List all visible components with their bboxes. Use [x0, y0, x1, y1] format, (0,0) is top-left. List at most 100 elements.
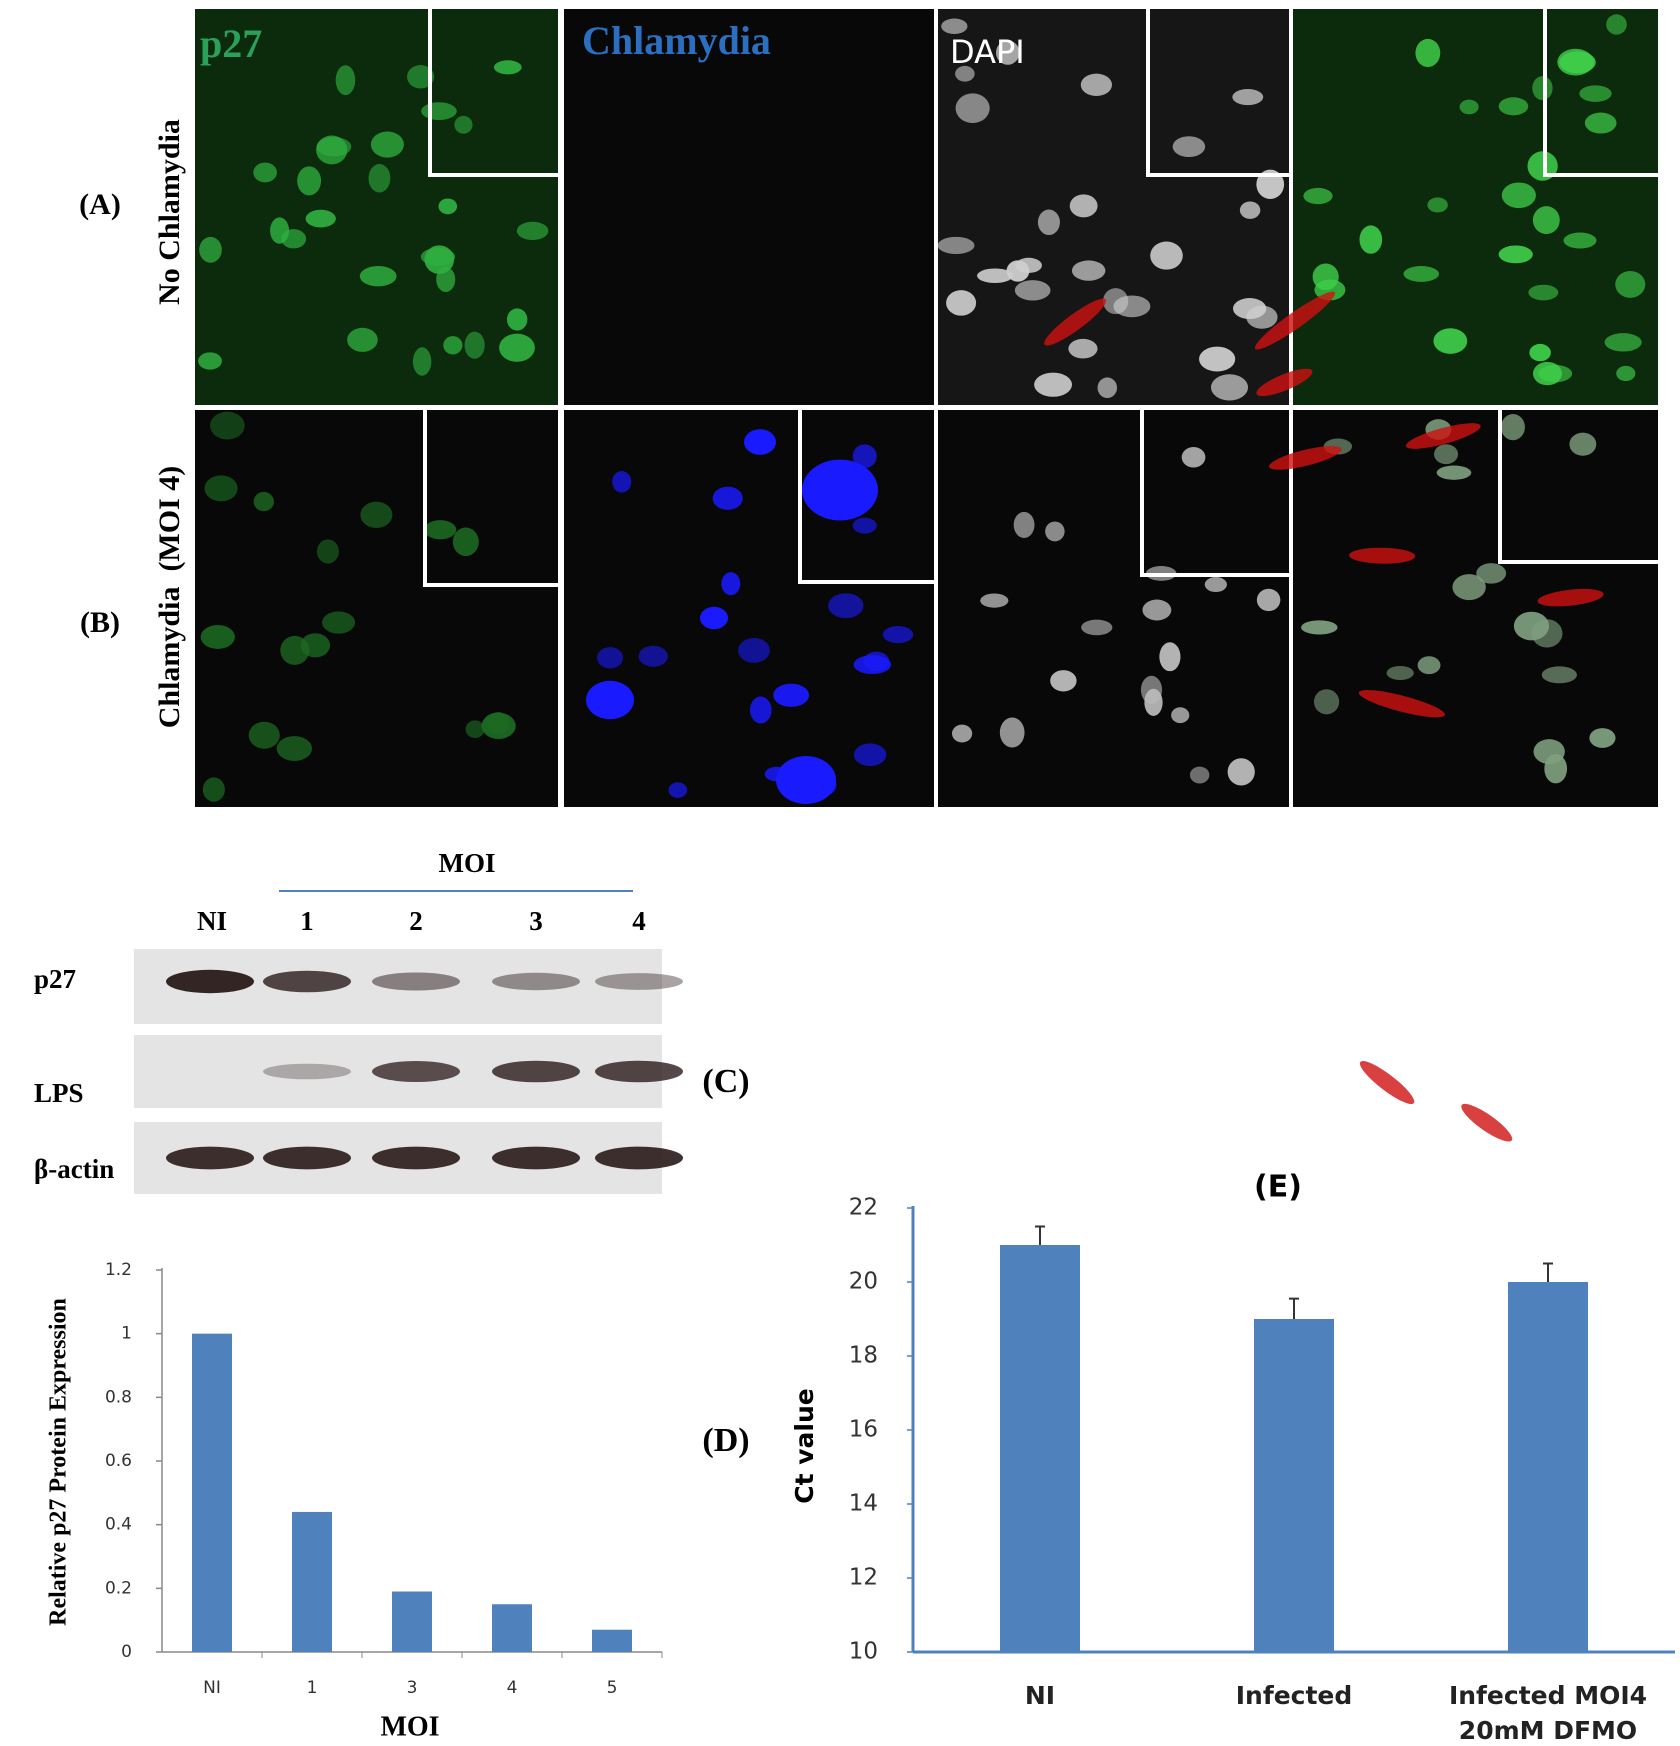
- nucleus: [882, 625, 914, 644]
- nucleus: [335, 65, 356, 96]
- nucleus: [1476, 563, 1507, 584]
- filament: [1349, 547, 1416, 564]
- nucleus: [668, 782, 688, 798]
- lane-label: 1: [300, 906, 314, 936]
- nucleus: [1256, 169, 1285, 199]
- blot-row-label: LPS: [34, 1078, 84, 1108]
- panel-label: (D): [702, 1422, 749, 1459]
- panel-label: (B): [80, 606, 120, 639]
- x-tick-label: NI: [1024, 1681, 1056, 1710]
- nucleus: [980, 593, 1009, 608]
- blot-band: [492, 1060, 580, 1083]
- nucleus: [1034, 372, 1073, 397]
- nucleus: [1037, 209, 1060, 236]
- nucleus: [1544, 754, 1568, 784]
- nucleus: [204, 475, 238, 502]
- nucleus: [438, 198, 458, 215]
- nucleus: [407, 65, 435, 89]
- micrograph: [564, 9, 934, 405]
- nucleus: [1615, 270, 1646, 298]
- inclusion: [586, 680, 634, 720]
- nucleus: [1528, 284, 1559, 301]
- nucleus: [198, 352, 222, 370]
- nucleus: [1210, 374, 1249, 401]
- nucleus: [305, 209, 336, 228]
- nucleus: [1452, 574, 1486, 601]
- y-tick-label: 22: [849, 1195, 878, 1221]
- nucleus: [1303, 187, 1333, 205]
- nucleus: [1301, 620, 1338, 635]
- inclusion: [700, 606, 728, 630]
- y-tick-label: 16: [849, 1417, 878, 1443]
- nucleus: [253, 491, 274, 512]
- nucleus: [1050, 670, 1077, 692]
- nucleus: [1436, 465, 1472, 480]
- nucleus: [1498, 97, 1529, 116]
- nucleus: [853, 743, 887, 767]
- blot-band: [595, 1146, 683, 1170]
- nucleus: [412, 347, 432, 376]
- nucleus: [1359, 225, 1383, 254]
- y-tick-label: 1.2: [105, 1260, 132, 1280]
- nucleus: [1014, 280, 1051, 301]
- blot-group-label: MOI: [439, 848, 496, 878]
- nucleus: [996, 40, 1020, 65]
- nucleus: [1103, 288, 1129, 315]
- nucleus: [1071, 260, 1106, 281]
- blot-row-label: β-actin: [34, 1154, 114, 1184]
- blot-band: [263, 1146, 351, 1170]
- bar: [392, 1591, 432, 1652]
- nucleus: [210, 411, 245, 440]
- nucleus: [1181, 447, 1206, 468]
- y-tick-label: 18: [849, 1343, 878, 1369]
- nucleus: [297, 166, 322, 196]
- inclusion: [776, 756, 836, 804]
- nucleus: [506, 308, 528, 331]
- x-tick-label: Infected MOI4 20mM DFMO: [1448, 1681, 1648, 1745]
- nucleus: [1142, 599, 1172, 621]
- blot-band: [492, 1146, 580, 1170]
- nucleus: [465, 720, 485, 739]
- filament: [1358, 690, 1445, 718]
- nucleus: [1417, 656, 1441, 675]
- x-tick-label: 5: [607, 1678, 618, 1698]
- nucleus: [1313, 689, 1340, 715]
- blot-band: [372, 972, 460, 991]
- blot-band: [595, 973, 683, 990]
- nucleus: [1006, 260, 1030, 282]
- nucleus: [1189, 766, 1210, 784]
- nucleus: [946, 290, 977, 316]
- nucleus: [1569, 432, 1597, 456]
- nucleus: [1097, 377, 1118, 399]
- nucleus: [1239, 201, 1261, 219]
- nucleus: [360, 501, 393, 529]
- micrograph: [938, 410, 1289, 807]
- nucleus: [1246, 305, 1278, 329]
- nucleus: [1427, 197, 1448, 213]
- nucleus: [1386, 665, 1414, 681]
- nucleus: [852, 517, 877, 534]
- filament: [1405, 423, 1481, 449]
- nucleus: [1529, 343, 1551, 362]
- nucleus: [1541, 666, 1577, 684]
- blot-band: [263, 1063, 351, 1080]
- nucleus: [738, 637, 770, 663]
- nucleus: [1563, 232, 1597, 249]
- y-tick-label: 1: [121, 1324, 132, 1344]
- y-tick-label: 14: [849, 1491, 878, 1517]
- nucleus: [347, 327, 378, 352]
- row-label: Chlamydia (MOI 4): [153, 466, 186, 729]
- nucleus: [853, 655, 892, 675]
- inset-border: [798, 410, 934, 584]
- nucleus: [1081, 619, 1113, 636]
- filament: [1461, 1103, 1513, 1142]
- blot-band: [263, 970, 351, 993]
- nucleus: [322, 611, 356, 634]
- nucleus: [712, 486, 743, 510]
- nucleus: [977, 268, 1013, 284]
- bar: [1254, 1319, 1334, 1652]
- nucleus: [638, 645, 668, 667]
- lane-label: 4: [632, 906, 646, 936]
- nucleus: [1433, 444, 1459, 465]
- panel-label: (A): [79, 188, 121, 221]
